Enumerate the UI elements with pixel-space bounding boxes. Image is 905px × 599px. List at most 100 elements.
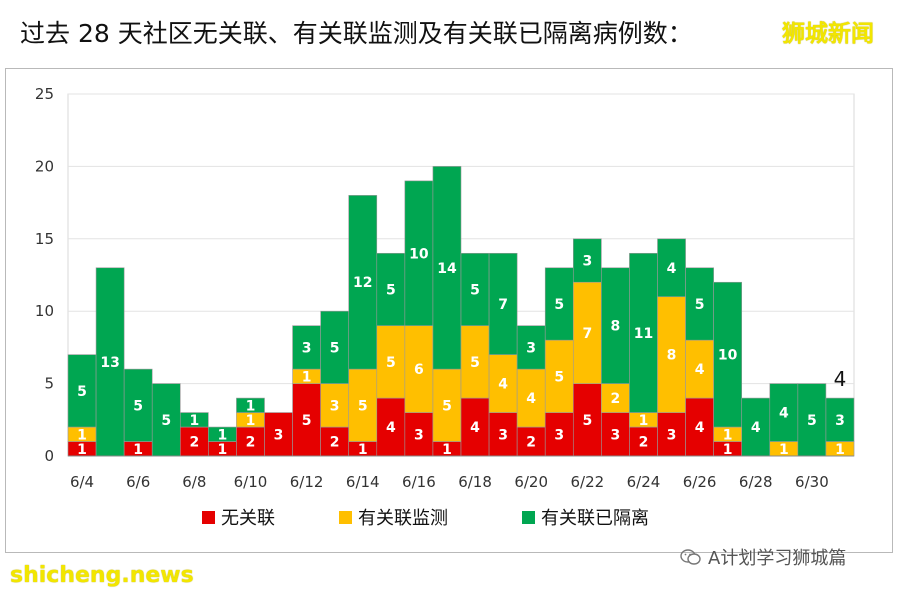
- bar-segment: [769, 383, 799, 442]
- data-label: 5: [133, 398, 143, 414]
- x-tick-label: 6/28: [739, 473, 773, 491]
- wechat-icon: [680, 549, 701, 565]
- y-tick-label: 25: [35, 85, 54, 103]
- data-label: 1: [133, 442, 143, 458]
- bar-segment: [264, 412, 293, 457]
- data-label: 5: [161, 413, 171, 429]
- bar-segment: [488, 252, 518, 355]
- x-tick-label: 6/14: [346, 473, 380, 491]
- data-label: 2: [330, 435, 340, 451]
- data-label: 5: [554, 297, 564, 313]
- bar-segment: [657, 238, 686, 298]
- legend-label: 无关联: [221, 508, 275, 529]
- bar-segment: [713, 281, 743, 428]
- bar-segment: [320, 310, 350, 384]
- data-label: 3: [611, 427, 621, 443]
- x-tick-label: 6/8: [182, 473, 206, 491]
- data-label: 13: [100, 355, 119, 371]
- x-tick-label: 6/22: [570, 473, 604, 491]
- bar-segment: [460, 252, 490, 326]
- x-tick-label: 6/10: [234, 473, 268, 491]
- bar-segment: [685, 339, 714, 399]
- data-label: 1: [246, 398, 256, 414]
- x-tick-label: 6/4: [70, 473, 94, 491]
- y-tick-label: 5: [44, 375, 54, 393]
- data-label: 1: [835, 442, 845, 458]
- data-label: 3: [274, 427, 284, 443]
- data-label: 2: [246, 435, 256, 451]
- data-label: 2: [611, 391, 621, 407]
- legend-swatch: [202, 511, 215, 524]
- x-tick-label: 6/6: [126, 473, 150, 491]
- data-label: 5: [695, 297, 705, 313]
- x-tick-label: 6/20: [514, 473, 548, 491]
- data-label: 4: [695, 420, 705, 436]
- bar-segment: [236, 397, 265, 413]
- data-label: 3: [554, 427, 564, 443]
- data-label: 1: [442, 442, 452, 458]
- y-tick-label: 20: [35, 157, 54, 175]
- bar-segment: [488, 412, 518, 457]
- data-label: 6: [414, 362, 424, 378]
- data-label: 1: [302, 369, 312, 385]
- data-label: 3: [414, 427, 424, 443]
- bar-segment: [404, 325, 434, 413]
- bar-segment: [629, 252, 658, 413]
- data-label: 14: [437, 261, 457, 277]
- data-label: 8: [611, 319, 621, 335]
- bar-segment: [179, 412, 209, 428]
- data-label: 10: [718, 348, 738, 364]
- data-label: 2: [189, 435, 199, 451]
- data-label: 1: [779, 442, 789, 458]
- data-label: 4: [470, 420, 480, 436]
- data-label: 3: [330, 398, 340, 414]
- legend-label: 有关联已隔离: [541, 508, 649, 529]
- data-label: 5: [330, 340, 340, 356]
- bar-segment: [404, 412, 434, 457]
- data-label: 5: [554, 369, 564, 385]
- x-tick-label: 6/18: [458, 473, 492, 491]
- data-label: 1: [723, 427, 733, 443]
- bar-segment: [460, 325, 490, 399]
- bar-segment: [95, 267, 125, 457]
- site-watermark: shicheng.news: [10, 563, 194, 588]
- bar-segment: [67, 354, 97, 428]
- bar-segment: [657, 296, 686, 413]
- bar-segment: [572, 383, 602, 457]
- brand-logo-text: 狮城新闻: [782, 21, 874, 47]
- data-label: 1: [218, 442, 228, 458]
- data-label: 1: [639, 413, 649, 429]
- data-label: 3: [302, 340, 312, 356]
- data-label: 5: [77, 384, 87, 400]
- data-label: 3: [582, 254, 592, 270]
- data-label: 5: [386, 355, 396, 371]
- bar-segment: [685, 267, 714, 341]
- bar-segment: [320, 426, 350, 457]
- bar-segment: [601, 412, 630, 457]
- data-label: 7: [582, 326, 592, 342]
- wechat-account-name: A计划学习狮城篇: [708, 548, 847, 569]
- x-tick-label: 6/26: [683, 473, 717, 491]
- page-title: 过去 28 天社区无关联、有关联监测及有关联已隔离病例数：: [20, 19, 693, 48]
- chart-frame: 0 5 10 15 20 25 1 1 5 13 1 5 5 2 1 1 1 2 1 1 3 5 1 3 2 3 5 1 5 12 4 5 5 3…: [5, 68, 893, 553]
- bar-segment: [376, 325, 406, 399]
- data-label: 5: [470, 282, 480, 298]
- bar-segment: [601, 267, 630, 384]
- y-tick-label: 15: [35, 230, 54, 248]
- data-label: 3: [667, 427, 677, 443]
- data-label: 4: [779, 406, 789, 422]
- bar-segment: [685, 397, 714, 457]
- bar-segment: [741, 397, 771, 457]
- data-label: 1: [218, 427, 228, 443]
- bar-segment: [572, 281, 602, 384]
- data-label: 1: [246, 413, 256, 429]
- data-label: 4: [526, 391, 536, 407]
- data-label: 3: [835, 413, 845, 429]
- bar-segment: [123, 368, 153, 442]
- data-label: 4: [386, 420, 396, 436]
- data-label: 4: [695, 362, 705, 378]
- data-label: 3: [498, 427, 508, 443]
- data-label: 1: [358, 442, 368, 458]
- data-label: 5: [470, 355, 480, 371]
